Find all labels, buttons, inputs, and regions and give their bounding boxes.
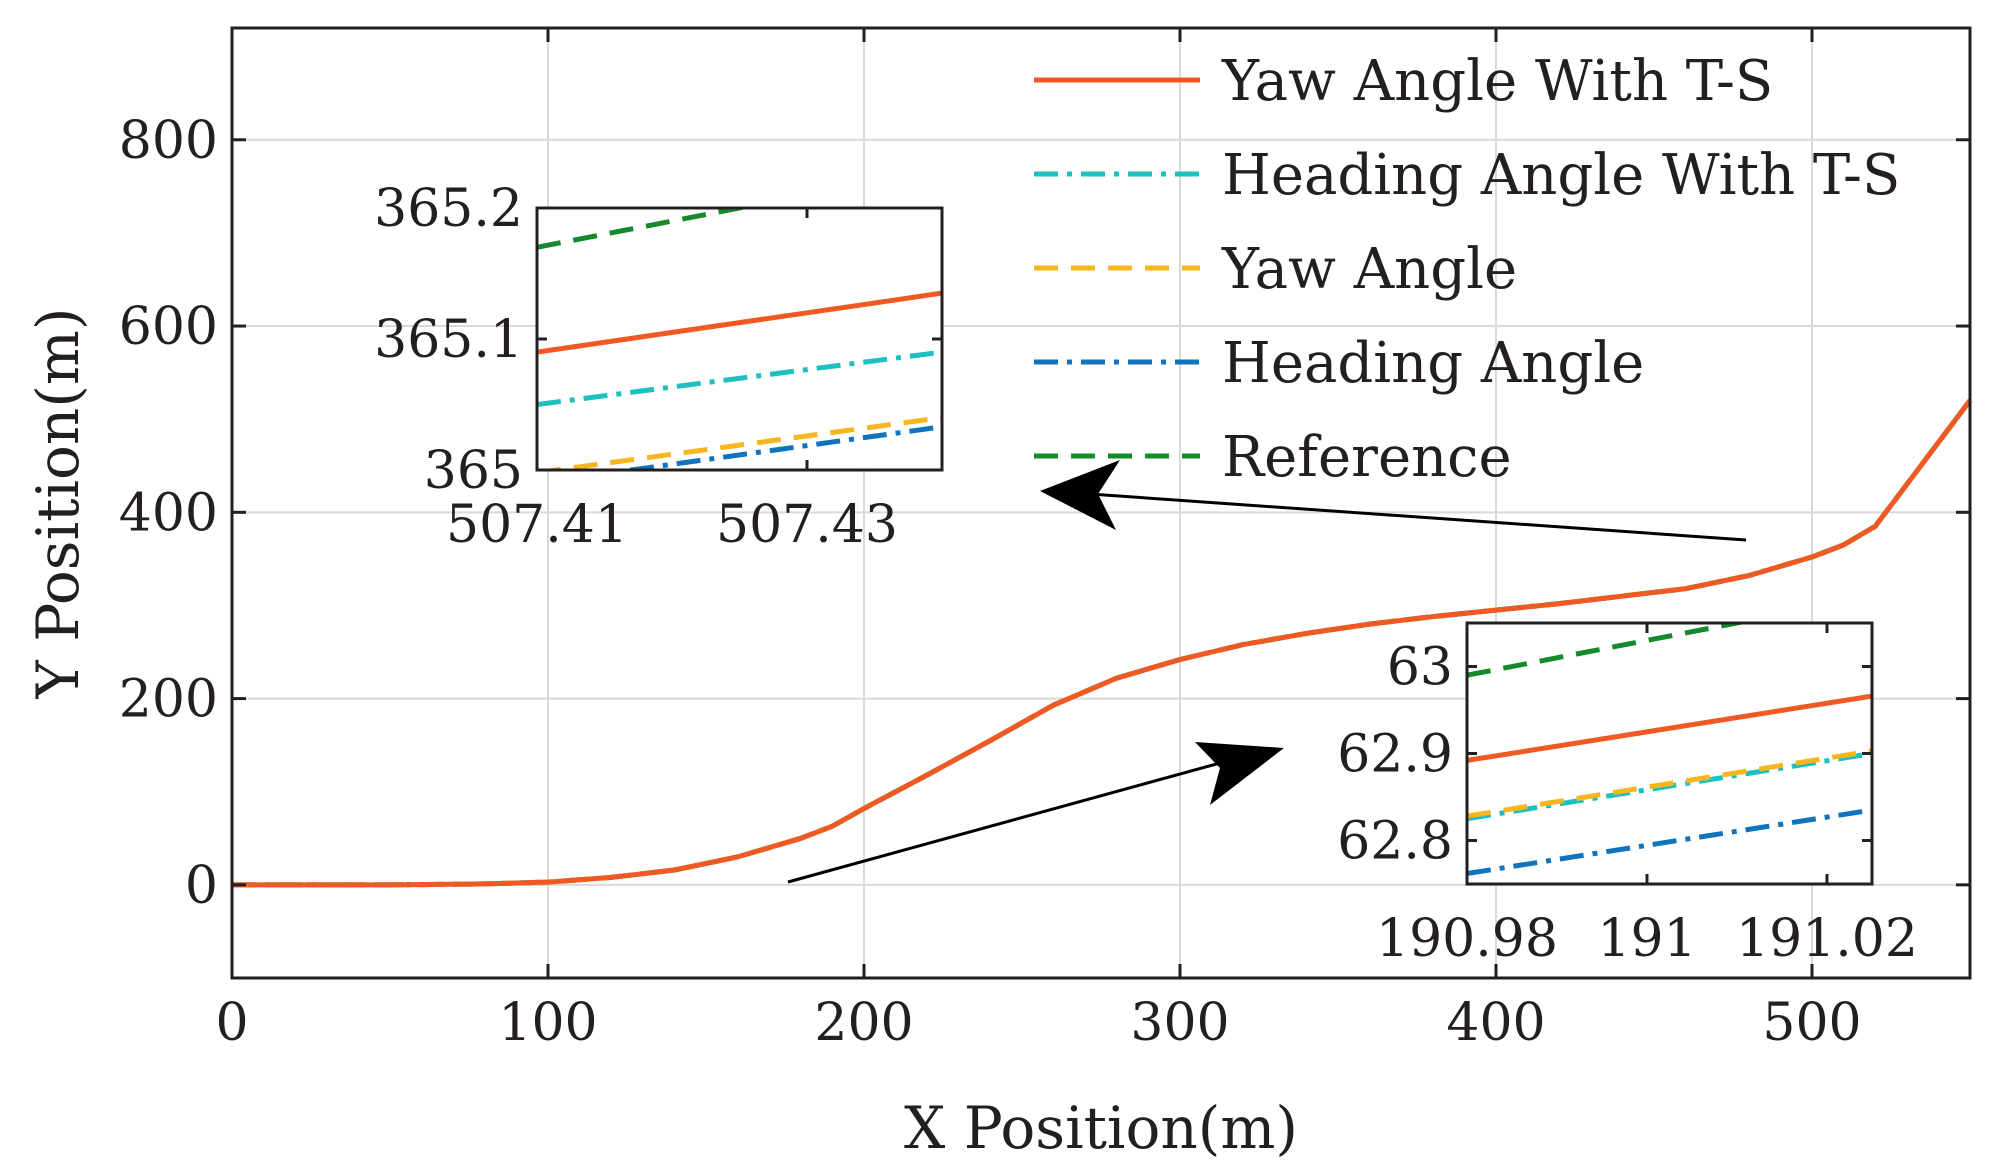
y-tick-label: 600 xyxy=(119,297,218,357)
arrow-to-top-inset-line xyxy=(1089,492,1747,542)
main-series-lines xyxy=(232,398,1972,888)
x-tick-label: 500 xyxy=(1762,993,1861,1053)
y-axis-label: Y Position(m) xyxy=(24,307,92,699)
x-tick-label: 0 xyxy=(215,993,248,1053)
inset-background xyxy=(1467,623,1872,884)
inset-background xyxy=(537,208,942,470)
inset-x-tick-label: 190.98 xyxy=(1376,909,1558,969)
legend-label-heading-angle: Heading Angle xyxy=(1222,331,1644,396)
inset-x-tick-label: 507.43 xyxy=(716,495,898,555)
inset-y-tick-label: 365.2 xyxy=(374,179,523,239)
y-tick-label: 400 xyxy=(119,483,218,543)
inset-x-tick-label: 191.02 xyxy=(1736,909,1918,969)
y-tick-label: 800 xyxy=(119,111,218,171)
inset-y-tick-label: 365 xyxy=(424,441,523,501)
x-tick-label: 100 xyxy=(498,993,597,1053)
inset-y-tick-label: 62.9 xyxy=(1337,725,1453,785)
inset-y-tick-label: 365.1 xyxy=(374,310,523,370)
x-tick-label: 400 xyxy=(1446,993,1545,1053)
main-ticks: 0 100 200 300 400 500 0 200 400 600 800 xyxy=(119,28,1970,1053)
inset-line-reference xyxy=(1467,623,1751,678)
arrow-to-bottom-inset-line xyxy=(787,761,1221,884)
arrow-to-bottom-inset-head xyxy=(1195,742,1284,805)
x-tick-label: 200 xyxy=(814,993,913,1053)
inset-x-tick-label: 507.41 xyxy=(446,495,628,555)
main-axes-box xyxy=(230,26,1972,980)
x-tick-label: 300 xyxy=(1130,993,1229,1053)
legend-label-reference: Reference xyxy=(1222,425,1512,490)
inset-y-tick-label: 62.8 xyxy=(1337,812,1453,872)
inset-line-yaw-angle xyxy=(1467,748,1872,819)
legend-label-yaw-angle: Yaw Angle xyxy=(1221,237,1517,302)
inset-line-heading-angle xyxy=(613,424,942,470)
legend-label-heading-angle-with-t-s: Heading Angle With T-S xyxy=(1222,143,1900,208)
inset-line-heading-angle-with-t-s xyxy=(1467,751,1872,822)
inset-x-tick-label: 191 xyxy=(1597,909,1696,969)
inset-line-heading-angle-with-t-s xyxy=(537,349,942,407)
series-line-yaw-angle-with-t-s xyxy=(232,398,1972,888)
y-tick-label: 0 xyxy=(185,856,218,916)
inset-top-left: 507.41 507.43 365 365.1 365.2 xyxy=(374,179,944,555)
inset-series-lines xyxy=(537,208,942,470)
inset-line-yaw-angle-with-t-s xyxy=(537,290,942,355)
inset-series-lines xyxy=(1467,623,1872,877)
legend-label-yaw-angle-with-t-s: Yaw Angle With T-S xyxy=(1221,49,1773,114)
legend: Yaw Angle With T-S Heading Angle With T-S… xyxy=(1034,49,1900,490)
inset-line-heading-angle xyxy=(1467,807,1872,877)
y-tick-label: 200 xyxy=(119,670,218,730)
inset-line-yaw-angle xyxy=(537,415,942,470)
arrow-to-top-inset-head xyxy=(1040,460,1120,530)
callout-arrows xyxy=(787,460,1747,884)
inset-line-yaw-angle-with-t-s xyxy=(1467,693,1872,763)
x-axis-label: X Position(m) xyxy=(904,1094,1298,1162)
inset-y-tick-label: 63 xyxy=(1387,638,1453,698)
inset-bottom-right: 190.98 191 191.02 62.8 62.9 63 xyxy=(1337,621,1918,969)
